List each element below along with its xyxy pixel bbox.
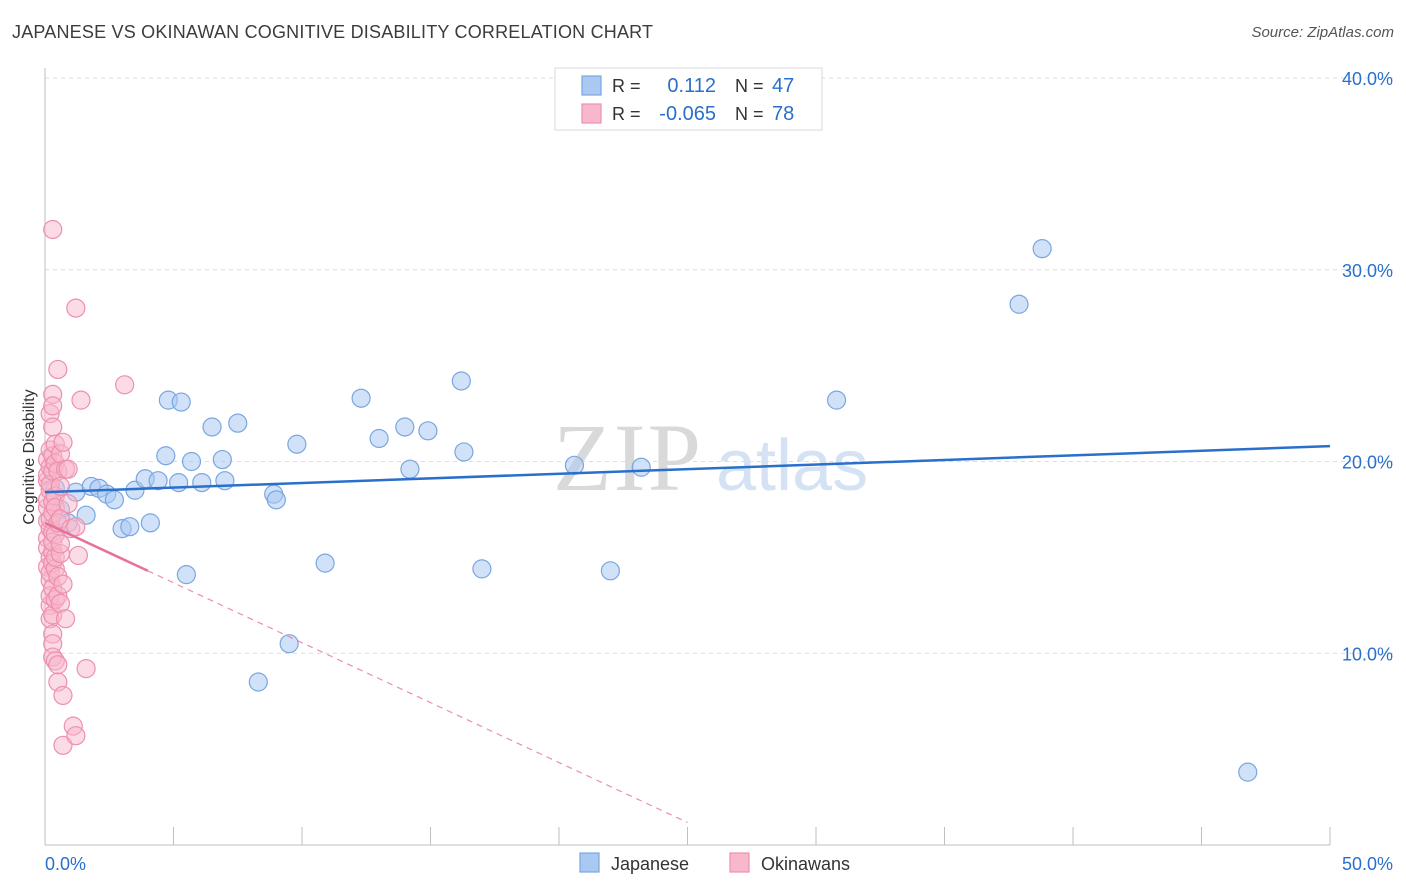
bottom-legend-swatch-japanese [579,852,600,873]
point-okinawan [66,517,86,537]
point-okinawan [53,735,73,755]
point-okinawan [115,375,135,395]
point-okinawan [50,534,71,554]
legend-swatch-japanese [581,75,602,96]
y-tick-label: 20.0% [1342,453,1393,473]
point-japanese [1238,762,1258,782]
point-japanese [176,565,196,585]
point-japanese [171,392,191,412]
point-okinawan [53,574,73,594]
point-japanese [120,517,140,537]
point-okinawan [66,298,86,318]
legend-r-value: 0.112 [667,75,716,97]
point-japanese [169,472,189,493]
point-japanese [369,428,389,449]
point-japanese [212,449,232,470]
gridlines [45,77,1393,654]
y-tick-label: 10.0% [1342,644,1393,664]
legend-n-label: N = [735,76,764,96]
y-tick-label: 30.0% [1342,261,1393,281]
point-japanese [600,561,621,581]
y-tick-labels: 10.0% 20.0% 30.0% 40.0% [1342,69,1393,664]
point-japanese [202,417,222,437]
point-okinawan [66,726,86,746]
point-japanese [418,421,438,441]
point-okinawan [48,655,68,675]
x-tick-label-min: 0.0% [45,854,86,874]
point-okinawan [58,494,78,514]
point-japanese [826,390,847,410]
bottom-legend-swatch-okinawan [729,852,750,873]
point-japanese [472,559,492,579]
series-okinawan-points [37,219,135,755]
legend-r-value: -0.065 [659,103,716,125]
watermark: ZIP atlas [553,404,868,511]
point-okinawan [43,417,63,437]
point-okinawan [71,390,91,410]
point-okinawan [43,396,63,416]
chart-source: Source: ZipAtlas.com [1251,24,1394,41]
x-tick-label-max: 50.0% [1342,854,1393,874]
trend-line-japanese [44,444,1331,494]
point-japanese [266,490,286,510]
point-japanese [631,457,651,477]
point-okinawan [53,432,73,452]
bottom-legend: Japanese Okinawans [579,852,850,874]
bottom-legend-label-japanese: Japanese [611,854,689,874]
point-okinawan [43,219,63,240]
point-japanese [140,513,160,533]
legend-r-label: R = [612,104,641,124]
bottom-legend-label-okinawan: Okinawans [761,854,850,874]
legend-swatch-okinawan [581,103,602,124]
point-japanese [192,472,212,493]
trend-line-okinawan-extension [147,570,688,824]
point-okinawan [68,545,89,566]
point-japanese [148,471,168,491]
trend-line-okinawan [44,521,149,572]
y-axis-label: Cognitive Disability [21,389,38,524]
legend-n-value: 47 [772,75,794,97]
y-tick-label: 40.0% [1342,69,1393,89]
legend-n-value: 78 [772,103,794,125]
point-japanese [400,459,420,479]
point-japanese [1032,239,1052,259]
point-japanese [454,442,474,462]
point-japanese [181,451,202,472]
point-japanese [279,634,299,654]
point-japanese [287,434,307,454]
x-ticks [173,827,1331,845]
point-japanese [104,490,124,510]
point-japanese [248,672,268,692]
chart-title: JAPANESE VS OKINAWAN COGNITIVE DISABILIT… [12,22,654,42]
point-japanese [156,446,176,466]
series-japanese-points [45,239,1258,782]
point-okinawan [55,609,76,629]
point-japanese [351,388,371,408]
point-okinawan [48,359,68,380]
point-japanese [228,413,248,433]
trend-lines [44,444,1331,824]
legend: R = 0.112 N = 47 R = -0.065 N = 78 [554,67,823,131]
legend-r-label: R = [612,76,641,96]
point-japanese [564,455,585,475]
point-okinawan [53,685,73,706]
point-okinawan [76,658,96,679]
point-japanese [395,417,415,437]
point-japanese [451,371,471,391]
point-japanese [1009,294,1029,314]
legend-n-label: N = [735,104,764,124]
point-okinawan [58,459,78,479]
point-japanese [315,553,335,573]
